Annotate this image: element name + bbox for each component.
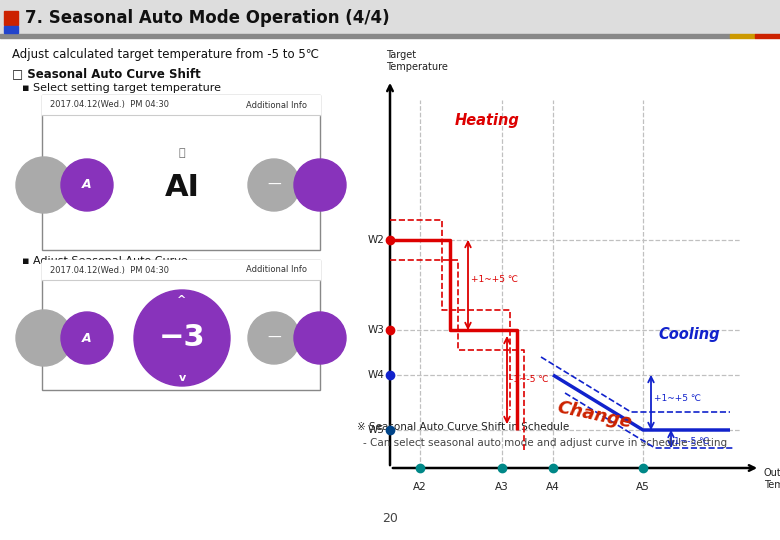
Text: —: —	[267, 178, 281, 192]
Circle shape	[61, 312, 113, 364]
Text: A4: A4	[546, 482, 560, 492]
Circle shape	[16, 310, 72, 366]
Text: W3: W3	[368, 325, 385, 335]
Circle shape	[61, 159, 113, 211]
Text: - Can select seasonal auto mode and adjust curve in schedule setting: - Can select seasonal auto mode and adju…	[363, 438, 727, 448]
Bar	[42, 260, 320, 280]
Bar	[0, 34, 730, 38]
Text: Heating: Heating	[455, 112, 520, 127]
Bar	[235, 262, 317, 278]
Text: Change: Change	[556, 399, 634, 431]
Text: Target
Temperature: Target Temperature	[386, 50, 448, 72]
Bar	[755, 34, 780, 38]
Text: v: v	[179, 373, 186, 383]
Bar	[4, 11, 18, 25]
Text: W4: W4	[368, 370, 385, 380]
Text: Additional Info: Additional Info	[246, 266, 307, 274]
Text: ^: ^	[177, 295, 186, 305]
Text: A2: A2	[413, 482, 427, 492]
Text: ▪ Select setting target temperature: ▪ Select setting target temperature	[22, 83, 221, 93]
Text: A3: A3	[495, 482, 509, 492]
Text: ▪ Adjust Seasonal Auto Curve: ▪ Adjust Seasonal Auto Curve	[22, 256, 188, 266]
Text: 7. Seasonal Auto Mode Operation (4/4): 7. Seasonal Auto Mode Operation (4/4)	[25, 9, 390, 27]
Circle shape	[248, 312, 300, 364]
Bar	[0, 0, 780, 35]
Circle shape	[294, 312, 346, 364]
Bar	[42, 95, 320, 115]
Text: □ Seasonal Auto Curve Shift: □ Seasonal Auto Curve Shift	[12, 67, 200, 80]
Text: 1~-5 ℃: 1~-5 ℃	[674, 436, 709, 446]
Bar	[235, 97, 317, 113]
Text: AI: AI	[165, 172, 200, 201]
Text: -1~-5 ℃: -1~-5 ℃	[510, 375, 548, 384]
Circle shape	[136, 139, 228, 231]
Text: Outdoor
Temperature: Outdoor Temperature	[764, 468, 780, 490]
Text: A: A	[82, 332, 92, 345]
Circle shape	[248, 159, 300, 211]
Circle shape	[294, 159, 346, 211]
FancyBboxPatch shape	[42, 260, 320, 390]
Circle shape	[134, 290, 230, 386]
FancyBboxPatch shape	[42, 95, 320, 250]
Text: Additional Info: Additional Info	[246, 100, 307, 110]
Bar	[730, 34, 755, 38]
Bar	[4, 26, 18, 33]
Text: +1~+5 ℃: +1~+5 ℃	[654, 394, 701, 403]
Text: W2: W2	[368, 235, 385, 245]
Text: A: A	[82, 179, 92, 192]
Text: Adjust calculated target temperature from -5 to 5℃: Adjust calculated target temperature fro…	[12, 48, 319, 61]
Text: A5: A5	[636, 482, 650, 492]
Text: 20: 20	[382, 511, 398, 524]
Text: 2017.04.12(Wed.)  PM 04:30: 2017.04.12(Wed.) PM 04:30	[50, 266, 169, 274]
Text: −3: −3	[158, 323, 205, 353]
Text: —: —	[267, 331, 281, 345]
Text: ⎙: ⎙	[179, 148, 186, 158]
Text: ※ Seasonal Auto Curve Shift in Schedule: ※ Seasonal Auto Curve Shift in Schedule	[357, 422, 569, 432]
Text: +1~+5 ℃: +1~+5 ℃	[471, 274, 518, 284]
Text: 2017.04.12(Wed.)  PM 04:30: 2017.04.12(Wed.) PM 04:30	[50, 100, 169, 110]
Text: Cooling: Cooling	[658, 327, 720, 342]
Text: W5: W5	[368, 425, 385, 435]
Circle shape	[16, 157, 72, 213]
